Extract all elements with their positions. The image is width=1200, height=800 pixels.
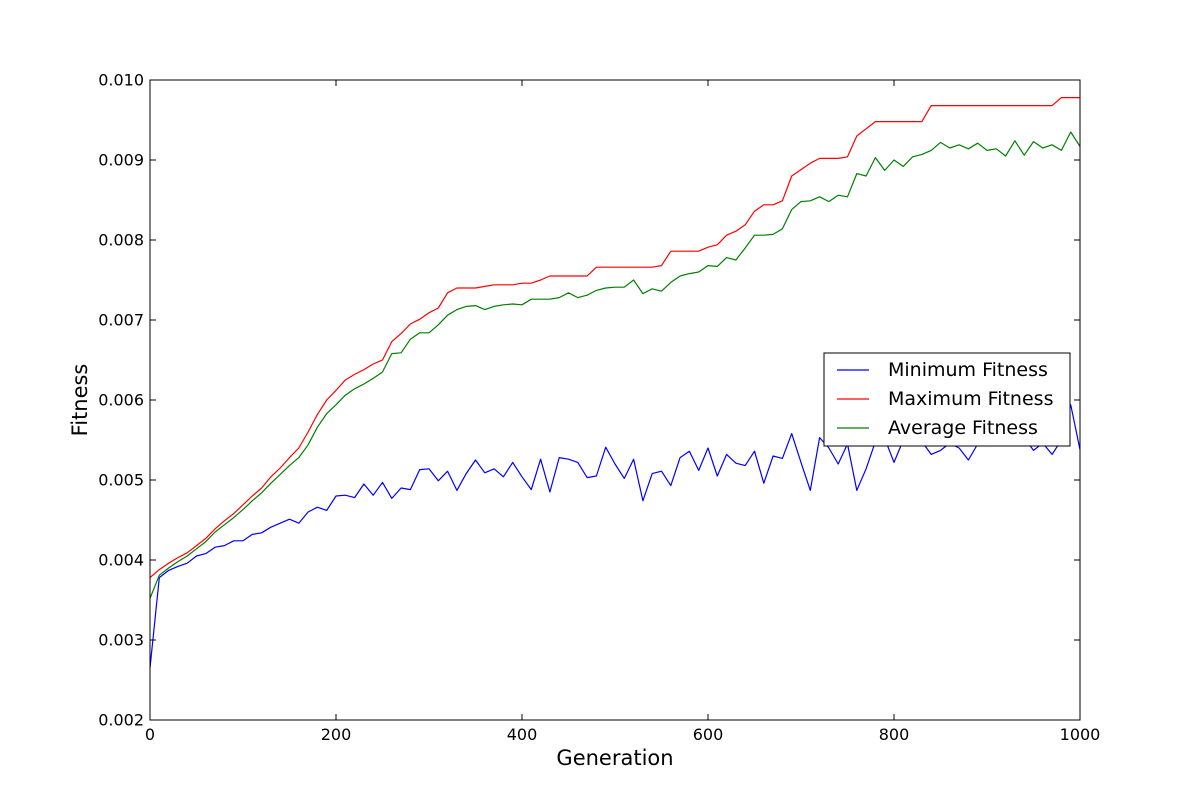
legend: Minimum Fitness Maximum Fitness Average … [823,352,1071,447]
y-tick-label: 0.007 [98,311,144,330]
x-axis-label: Generation [556,746,673,770]
x-tick-label: 1000 [1060,725,1101,744]
y-tick-label: 0.008 [98,231,144,250]
series-line-average-fitness [150,131,1080,599]
axes-layer: 0 200 400 600 800 1000 0.002 0.003 0.004 0.005 0.0… [98,71,1100,745]
x-tick-label: 800 [879,725,910,744]
y-tick-label: 0.010 [98,71,144,90]
y-axis-label: Fitness [68,364,92,437]
y-tick-label: 0.005 [98,471,144,490]
y-tick-label: 0.009 [98,151,144,170]
series-line-maximum-fitness [150,96,1080,579]
x-tick-label: 0 [145,725,155,744]
y-tick-label: 0.002 [98,711,144,730]
x-tick-label: 200 [321,725,352,744]
x-tick-label: 400 [507,725,538,744]
legend-label-average: Average Fitness [888,417,1038,439]
legend-label-minimum: Minimum Fitness [888,359,1048,381]
x-tick-label: 600 [693,725,724,744]
y-tick-label: 0.006 [98,391,144,410]
y-tick-label: 0.003 [98,631,144,650]
legend-label-maximum: Maximum Fitness [888,388,1053,410]
y-tick-label: 0.004 [98,551,144,570]
